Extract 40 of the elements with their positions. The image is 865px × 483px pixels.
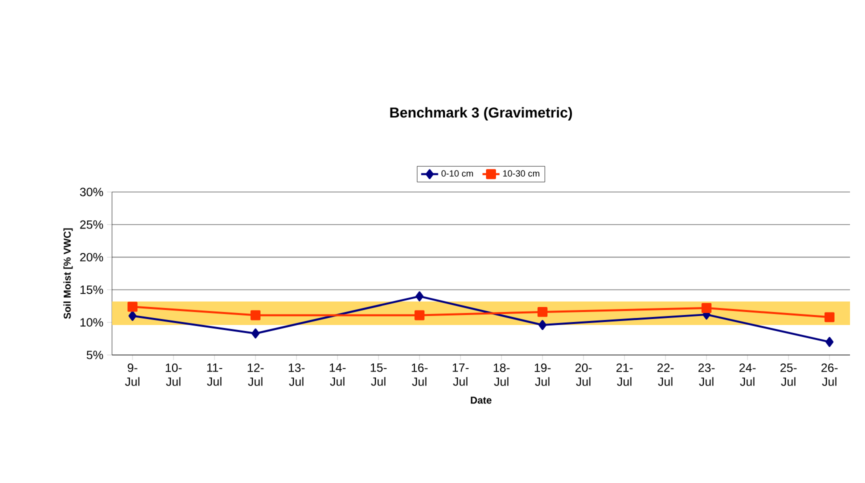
x-tick-label: 20-Jul (575, 364, 592, 386)
point (702, 303, 712, 314)
point (826, 336, 834, 347)
legend-label: 0-10 cm (441, 170, 473, 177)
y-axis-title: Soil Moist [% VWC] (63, 228, 73, 319)
chart-title: Benchmark 3 (Gravimetric) (390, 107, 572, 120)
point (416, 291, 424, 302)
point (538, 320, 546, 330)
x-tick-label: 13-Jul (288, 364, 305, 386)
x-tick-label: 25-Jul (780, 364, 797, 386)
x-tick-label: 17-Jul (452, 364, 469, 386)
point (414, 310, 424, 320)
x-tick-label: 16-Jul (412, 364, 428, 386)
x-tick-label: 26-Jul (821, 364, 838, 386)
x-tick-label: 18-Jul (494, 364, 510, 386)
y-tick-label: 15% (80, 286, 104, 294)
y-tick-label: 30% (80, 188, 104, 196)
y-tick-label: 5% (86, 350, 104, 360)
point (250, 310, 260, 320)
point (252, 328, 260, 338)
point (128, 302, 138, 312)
x-tick-label: 15-Jul (370, 364, 387, 386)
x-tick-label: 24-Jul (739, 364, 756, 386)
point (824, 312, 834, 322)
x-axis-title: Date (470, 396, 492, 404)
x-tick-label: 11-Jul (207, 364, 222, 386)
x-tick-label: 21-Jul (616, 364, 633, 386)
y-tick-label: 20% (80, 252, 104, 262)
x-tick-label: 22-Jul (657, 364, 674, 386)
y-tick-label: 10% (80, 318, 104, 327)
x-tick-label: 12-Jul (248, 364, 264, 386)
x-tick-label: 9-Jul (125, 364, 140, 386)
x-tick-label: 23-Jul (698, 364, 715, 386)
legend-label: 10-30 cm (503, 170, 540, 177)
x-tick-label: 10-Jul (166, 364, 182, 386)
y-tick-label: 25% (80, 220, 104, 229)
x-tick-label: 14-Jul (330, 364, 346, 386)
point (538, 306, 548, 317)
x-tick-label: 19-Jul (534, 364, 551, 386)
point (128, 310, 136, 321)
